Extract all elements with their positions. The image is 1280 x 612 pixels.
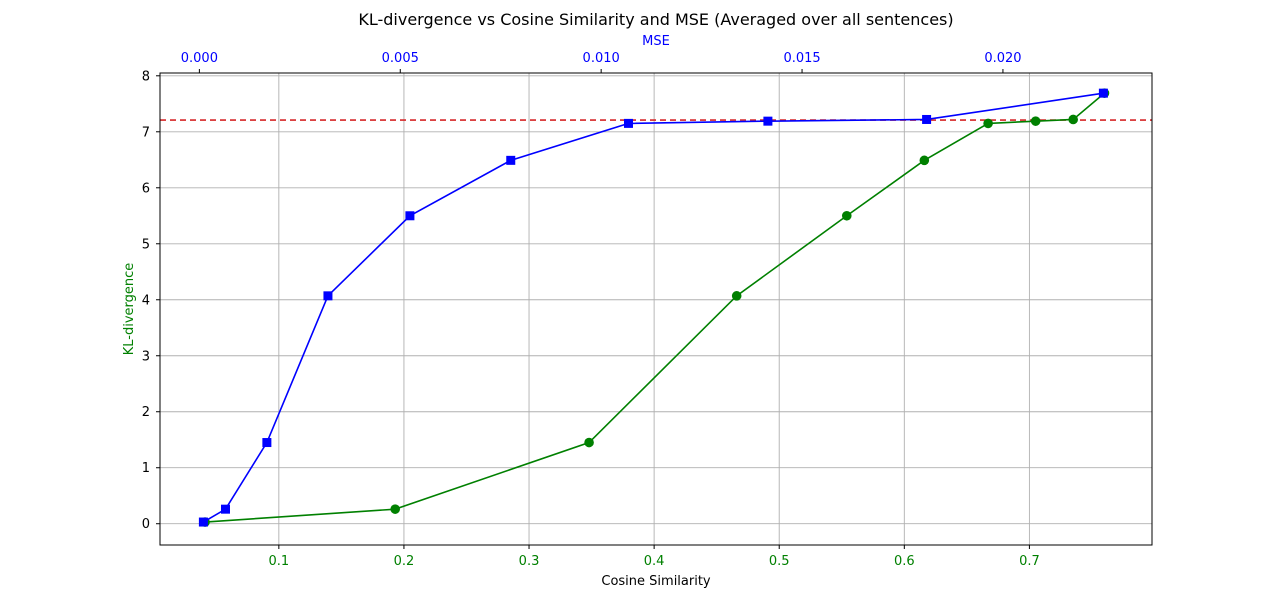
cosine-series-line (204, 92, 1105, 523)
x-tick-label: 0.4 (644, 554, 665, 569)
y-axis-label: KL-divergence (122, 263, 137, 356)
y-tick-label: 7 (142, 125, 150, 140)
x2-tick-label: 0.005 (382, 51, 419, 66)
mse-data-point (262, 438, 272, 448)
series-group (198, 88, 1110, 527)
chart-title: KL-divergence vs Cosine Similarity and M… (358, 10, 953, 29)
x2-axis-label: MSE (642, 34, 670, 49)
cosine-data-point (841, 210, 852, 221)
tick-labels: 0.1 0.2 0.3 0.4 0.5 0.6 0.7 0 1 2 3 4 5 6 7 8 0.000 0.005… (142, 51, 1040, 569)
mse-data-point (220, 504, 230, 514)
x-tick-label: 0.6 (894, 554, 915, 569)
mse-series (198, 88, 1108, 527)
y-tick-label: 6 (142, 181, 150, 196)
mse-data-point (763, 116, 773, 126)
x2-tick-label: 0.015 (783, 51, 820, 66)
mse-data-point (922, 114, 932, 124)
mse-data-point (623, 118, 633, 128)
cosine-data-point (390, 504, 400, 514)
x-tick-label: 0.3 (519, 554, 540, 569)
x-tick-label: 0.2 (394, 554, 415, 569)
x-axis-label: Cosine Similarity (601, 574, 711, 589)
x-tick-label: 0.7 (1019, 554, 1040, 569)
x-tick-label: 0.1 (268, 554, 289, 569)
mse-series-line (202, 92, 1104, 523)
mse-data-point (506, 155, 516, 165)
y-tick-label: 2 (142, 405, 150, 420)
y-tick-label: 3 (142, 349, 150, 364)
x2-tick-label: 0.000 (181, 51, 218, 66)
y-tick-label: 5 (142, 237, 150, 252)
y-tick-label: 0 (142, 517, 150, 532)
cosine-series (200, 88, 1110, 527)
x2-tick-label: 0.010 (583, 51, 620, 66)
cosine-data-point (919, 155, 930, 166)
mse-data-point (323, 291, 333, 301)
y-tick-label: 4 (142, 293, 150, 308)
x-tick-label: 0.5 (769, 554, 790, 569)
y-tick-label: 8 (142, 69, 150, 84)
mse-data-point (1098, 88, 1108, 98)
cosine-data-point (731, 291, 742, 301)
cosine-data-point (983, 118, 993, 129)
cosine-data-point (584, 437, 594, 448)
axes (156, 69, 1153, 549)
cosine-data-point (1068, 114, 1078, 125)
cosine-data-point (1030, 116, 1041, 126)
plot-frame (159, 72, 1153, 546)
y-tick-label: 1 (142, 461, 150, 476)
grid (160, 73, 1152, 545)
x2-tick-label: 0.020 (984, 51, 1021, 66)
mse-data-point (198, 517, 208, 527)
mse-data-point (405, 211, 415, 221)
